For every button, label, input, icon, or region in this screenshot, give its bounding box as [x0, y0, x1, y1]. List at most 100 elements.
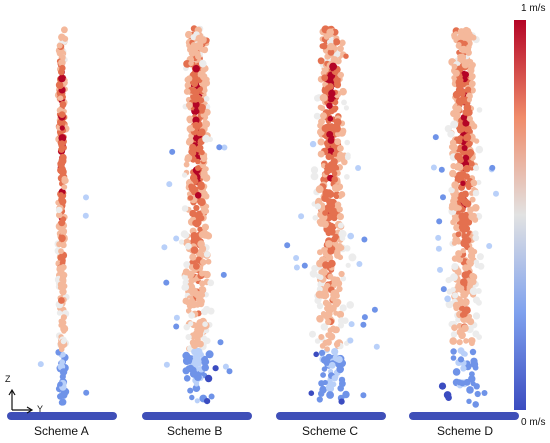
particle: [323, 358, 331, 366]
particle: [192, 121, 200, 130]
particle: [62, 391, 68, 397]
particle: [58, 192, 64, 199]
particle: [451, 324, 458, 332]
particle: [320, 175, 329, 184]
particle: [486, 243, 493, 249]
particle: [348, 321, 355, 328]
particle: [183, 88, 191, 95]
particle: [318, 349, 326, 357]
particle: [58, 69, 64, 75]
particle: [454, 111, 461, 118]
particle: [310, 172, 319, 181]
particle: [451, 255, 459, 262]
particle: [59, 101, 67, 109]
particle: [309, 269, 318, 278]
particle: [59, 287, 67, 296]
particle: [333, 118, 342, 126]
particle: [60, 241, 67, 249]
particle: [339, 127, 347, 135]
particle: [336, 310, 345, 319]
particle: [325, 318, 332, 326]
particle: [440, 286, 447, 293]
particle: [466, 386, 474, 394]
particle: [450, 348, 457, 355]
particle: [327, 42, 335, 51]
particle: [284, 242, 291, 249]
particle: [474, 262, 481, 269]
particle: [197, 240, 205, 248]
particle: [493, 190, 499, 197]
particle: [472, 189, 480, 197]
particle: [472, 296, 481, 304]
particle: [61, 177, 68, 184]
particle: [470, 179, 478, 187]
particle: [203, 305, 211, 313]
particle: [360, 392, 367, 399]
particle: [183, 324, 190, 331]
particle: [202, 358, 210, 366]
particle: [455, 105, 462, 113]
particle: [331, 375, 338, 382]
particle: [457, 347, 465, 354]
particle: [194, 218, 202, 227]
particle: [468, 213, 475, 221]
particle-bed: [7, 412, 117, 420]
particle: [83, 194, 89, 201]
particle: [325, 153, 333, 161]
particle: [185, 334, 192, 341]
particle: [190, 246, 199, 254]
particle: [450, 287, 456, 293]
particle: [468, 80, 476, 88]
particle: [317, 138, 325, 146]
particle: [201, 223, 209, 231]
particle: [460, 240, 466, 246]
particle: [481, 390, 488, 396]
particle: [188, 60, 194, 67]
particle: [344, 139, 351, 146]
particle: [183, 375, 191, 382]
particle: [331, 214, 338, 222]
particle: [201, 363, 209, 372]
particle: [59, 125, 65, 131]
particle: [452, 292, 459, 299]
particle: [202, 134, 211, 143]
particle: [327, 137, 335, 144]
particle: [445, 394, 452, 402]
particle: [317, 150, 325, 158]
particle: [476, 107, 483, 113]
particle: [55, 206, 63, 214]
particle: [338, 398, 345, 405]
particle: [314, 203, 322, 210]
particle: [181, 274, 188, 281]
particle: [221, 144, 228, 151]
particle: [465, 86, 472, 93]
particle: [469, 121, 476, 127]
particle: [317, 57, 325, 65]
particle: [331, 279, 338, 286]
particle: [58, 318, 64, 324]
particle: [58, 234, 66, 242]
particle: [226, 368, 233, 375]
particle: [347, 337, 354, 344]
particle: [189, 209, 197, 218]
particle: [324, 163, 331, 170]
particle: [472, 312, 481, 320]
particle: [185, 365, 193, 373]
particle: [190, 175, 198, 183]
particle: [468, 375, 476, 383]
particle: [430, 164, 437, 171]
particle: [320, 323, 328, 331]
particle: [166, 181, 173, 188]
particle: [189, 369, 198, 378]
particle: [82, 212, 89, 219]
particle: [58, 111, 66, 118]
particle: [222, 363, 229, 370]
particle: [83, 389, 90, 396]
particle: [163, 279, 170, 286]
particle: [464, 237, 472, 244]
particle-columns: [7, 25, 519, 420]
particle: [460, 248, 466, 254]
particle: [217, 339, 224, 346]
particle: [318, 390, 325, 397]
particle: [371, 306, 378, 313]
